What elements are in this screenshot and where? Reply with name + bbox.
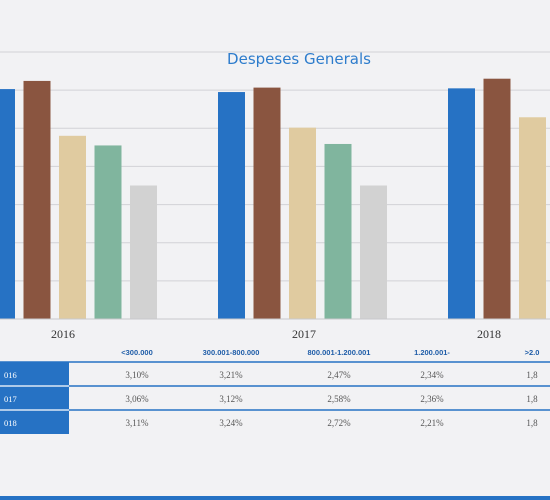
- bar-2017-series-4: [324, 143, 352, 319]
- table-column-header: 300.001-800.000: [203, 348, 260, 357]
- category-labels: 2016 2017 2018: [51, 327, 501, 341]
- bar-2016-series-2: [23, 80, 51, 319]
- bar-2018-series-1: [448, 88, 475, 319]
- category-label-2017: 2017: [292, 327, 316, 341]
- table-column-header: 1.200.001-: [414, 348, 450, 357]
- table-cell: 3,12%: [219, 394, 243, 404]
- chart-title: Despeses Generals: [227, 50, 371, 68]
- table-cell: 3,11%: [126, 418, 149, 428]
- table-cell: 3,24%: [219, 418, 243, 428]
- table-cell: 2,47%: [327, 370, 351, 380]
- bar-2016-series-4: [94, 145, 122, 319]
- bar-2016-series-1: [0, 89, 15, 319]
- footer-bar: [0, 496, 550, 500]
- table-cell: 2,58%: [327, 394, 351, 404]
- bar-2018-series-3: [519, 117, 546, 320]
- table-cell: 3,06%: [125, 394, 149, 404]
- table-cell: 3,10%: [125, 370, 149, 380]
- table-row-header-cell: [0, 362, 69, 386]
- table-cell: 2,21%: [420, 418, 444, 428]
- table-column-header: 800.001-1.200.001: [308, 348, 371, 357]
- table-cell: 1,8: [526, 418, 538, 428]
- table-row-header-cell: [0, 386, 69, 410]
- bar-2017-series-1: [218, 92, 245, 319]
- table-row-label: 018: [4, 418, 17, 428]
- data-table: <300.000 300.001-800.000 800.001-1.200.001…: [0, 348, 550, 434]
- bar-2016-series-5: [130, 185, 157, 319]
- table-cell: 2,72%: [327, 418, 351, 428]
- bars: [0, 78, 546, 320]
- bar-2017-series-3: [289, 127, 316, 320]
- table-cell: 2,34%: [420, 370, 444, 380]
- bar-2017-series-5: [360, 185, 387, 319]
- table-row-header-cell: [0, 410, 69, 434]
- bar-2017-series-2: [253, 87, 281, 319]
- category-label-2018: 2018: [477, 327, 501, 341]
- bar-2016-series-3: [59, 135, 86, 319]
- table-cell: 2,36%: [420, 394, 444, 404]
- table-cell: 1,8: [526, 370, 538, 380]
- category-label-2016: 2016: [51, 327, 75, 341]
- table-column-header: <300.000: [121, 348, 153, 357]
- table-cell: 1,8: [526, 394, 538, 404]
- table-column-header: >2.0: [525, 348, 540, 357]
- table-cell: 3,21%: [219, 370, 243, 380]
- table-row-label: 017: [4, 394, 17, 404]
- table-row-label: 016: [4, 370, 17, 380]
- bar-2018-series-2: [483, 78, 511, 319]
